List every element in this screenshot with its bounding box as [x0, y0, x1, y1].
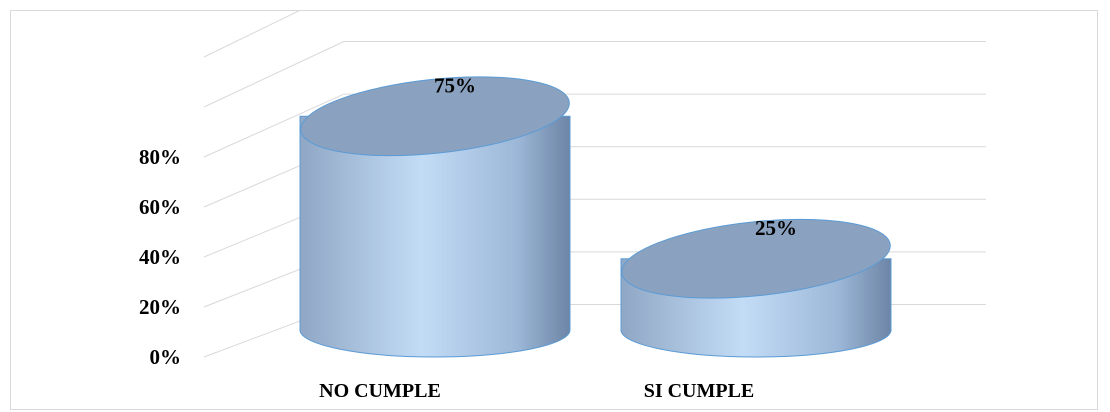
y-tick-label: 60%: [139, 195, 181, 219]
data-label: 75%: [434, 73, 476, 97]
bar-top: [300, 76, 570, 157]
data-labels: 75% 25%: [434, 73, 797, 240]
bar-cylinder: [299, 76, 571, 358]
y-tick-label: 20%: [139, 295, 181, 319]
y-axis-tick-labels: 0% 20% 40% 60% 80%: [139, 145, 181, 369]
data-label: 25%: [755, 216, 797, 240]
y-tick-label: 0%: [150, 345, 182, 369]
bars: [299, 76, 892, 358]
category-label: SI CUMPLE: [644, 380, 755, 402]
bar-top: [621, 218, 891, 299]
category-label: NO CUMPLE: [319, 380, 441, 402]
chart-plot: 0% 20% 40% 60% 80% 75% 25% NO CUMPLE SI CUMPLE: [139, 11, 986, 402]
side-gridline: [203, 11, 300, 58]
bar-cylinder: [620, 218, 892, 358]
side-gridline: [203, 93, 345, 158]
y-tick-label: 40%: [139, 245, 181, 269]
side-gridline: [203, 41, 345, 108]
bar-body: [299, 115, 571, 358]
chart-area: 0% 20% 40% 60% 80% 75% 25% NO CUMPLE SI CUMPLE: [10, 10, 1098, 410]
x-axis-category-labels: NO CUMPLE SI CUMPLE: [319, 380, 754, 402]
y-tick-label: 80%: [139, 145, 181, 169]
